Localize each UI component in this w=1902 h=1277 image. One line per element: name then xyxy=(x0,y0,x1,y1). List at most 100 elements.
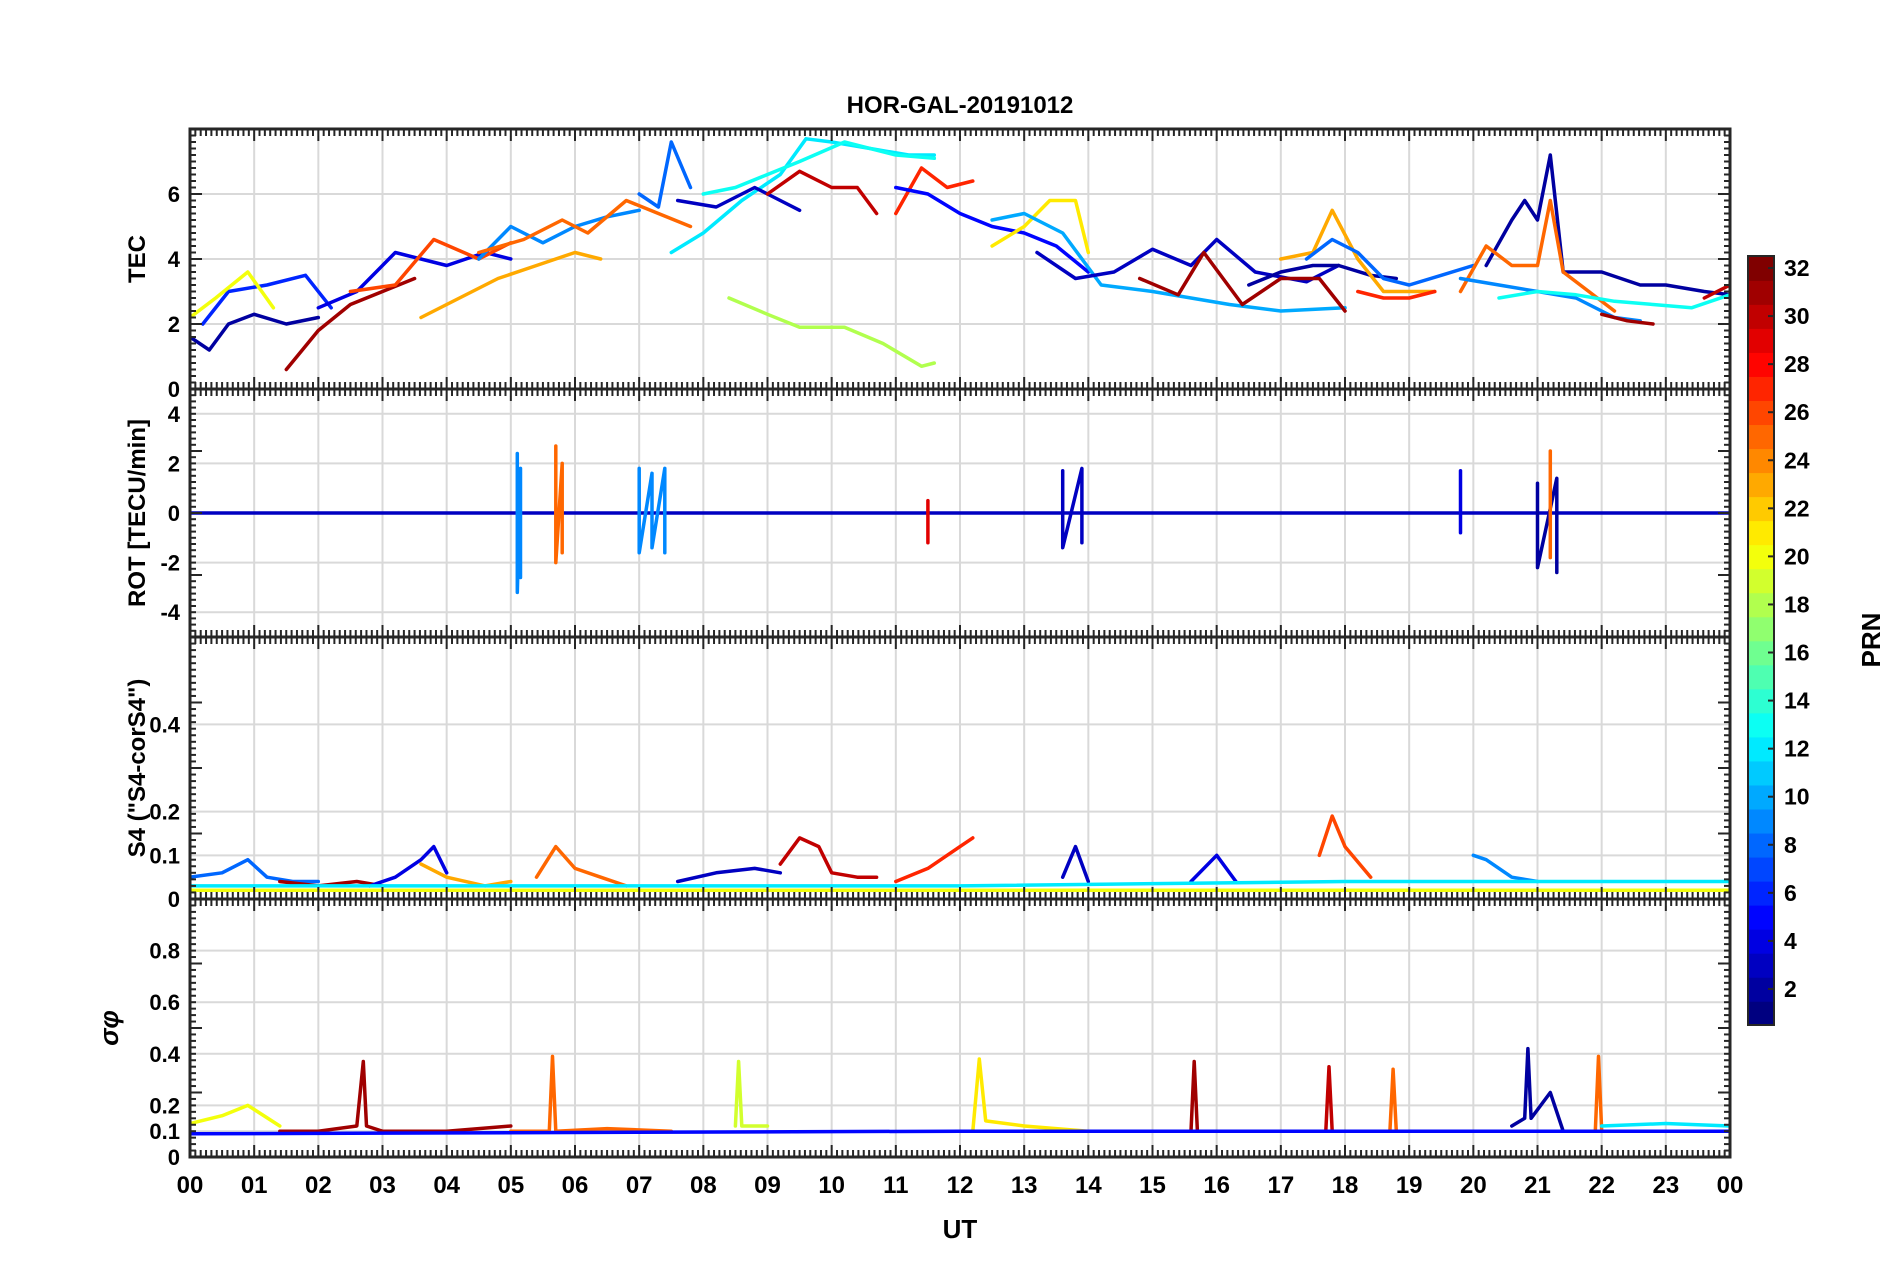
series-line-prn-9 xyxy=(515,451,523,595)
y-tick-label: 0.1 xyxy=(149,843,180,868)
series-line-prn-25 xyxy=(534,844,629,888)
colorbar-swatch xyxy=(1748,424,1774,450)
series-line-prn-2 xyxy=(1247,263,1399,287)
series-line-prn-23 xyxy=(419,250,603,320)
series-line-prn-31 xyxy=(278,1059,513,1133)
series-line-prn-18 xyxy=(727,296,937,369)
series-line-prn-27 xyxy=(1356,289,1437,300)
series-line-prn-2 xyxy=(1510,1046,1565,1133)
panel-rot: -4 -2 0 2 4 ROT [TECU/min] xyxy=(124,387,1732,639)
x-tick-label: 04 xyxy=(433,1172,460,1199)
x-tick-label: 19 xyxy=(1396,1172,1423,1199)
y-axis-label-tec: TEC xyxy=(124,235,151,283)
x-tick-label: 21 xyxy=(1524,1172,1551,1199)
panel-sigma-series xyxy=(190,1046,1730,1136)
panel-sigma-frame xyxy=(188,897,1732,1159)
colorbar-swatch xyxy=(1748,952,1774,978)
x-tick-label: 13 xyxy=(1011,1172,1038,1199)
colorbar-swatch xyxy=(1748,664,1774,690)
x-axis-label: UT xyxy=(943,1214,978,1244)
x-tick-label: 05 xyxy=(497,1172,524,1199)
x-tick-label: 23 xyxy=(1652,1172,1679,1199)
colorbar: 32 30 28 26 24 22 20 18 16 14 12 10 8 6 4 2 xyxy=(1747,255,1810,1026)
x-tick-label: 11 xyxy=(883,1172,908,1199)
series-line-prn-30 xyxy=(1702,283,1730,300)
x-tick-label: 01 xyxy=(241,1172,268,1199)
colorbar-tick-label: 2 xyxy=(1784,976,1797,1002)
colorbar-swatch xyxy=(1748,760,1774,786)
colorbar-swatch xyxy=(1748,520,1774,546)
colorbar-swatch xyxy=(1748,712,1774,738)
series-line-prn-20 xyxy=(190,270,276,320)
colorbar-swatch xyxy=(1748,616,1774,642)
y-tick-label: 0 xyxy=(168,887,180,912)
series-line-prn-30 xyxy=(765,169,879,216)
series-line-prn-5 xyxy=(190,1129,1730,1136)
colorbar-swatch xyxy=(1748,808,1774,834)
colorbar-tick-label: 24 xyxy=(1784,447,1810,473)
y-axis-label-sigma: σφ xyxy=(94,1010,124,1046)
x-tick-label: 15 xyxy=(1139,1172,1166,1199)
series-line-prn-6 xyxy=(201,273,333,326)
panel-rot-series xyxy=(190,444,1730,595)
colorbar-tick-label: 26 xyxy=(1784,399,1810,425)
colorbar-tick-label: 22 xyxy=(1784,495,1810,521)
colorbar-tick-label: 30 xyxy=(1784,303,1810,329)
series-line-prn-21 xyxy=(990,198,1091,255)
y-tick-label: -2 xyxy=(160,551,180,576)
series-line-prn-21 xyxy=(971,1057,1091,1133)
y-axis-label-rot: ROT [TECU/min] xyxy=(124,419,151,607)
series-line-prn-12 xyxy=(669,137,937,255)
x-tick-label: 03 xyxy=(369,1172,396,1199)
colorbar-swatch xyxy=(1748,856,1774,882)
x-tick-label: 02 xyxy=(305,1172,332,1199)
series-line-prn-3 xyxy=(675,866,783,884)
series-line-prn-12 xyxy=(1599,1121,1730,1128)
y-tick-label: 0.1 xyxy=(149,1119,180,1144)
y-tick-label: 0.2 xyxy=(149,1093,180,1118)
colorbar-tick-label: 10 xyxy=(1784,784,1810,810)
colorbar-tick-label: 4 xyxy=(1784,928,1797,954)
series-line-prn-9 xyxy=(477,208,641,261)
y-tick-label: 4 xyxy=(168,402,181,427)
y-tick-label: 0.8 xyxy=(149,939,180,964)
series-line-prn-27 xyxy=(894,836,975,884)
colorbar-tick-label: 8 xyxy=(1784,832,1797,858)
series-line-prn-8 xyxy=(190,857,321,884)
colorbar-tick-label: 32 xyxy=(1784,255,1810,281)
y-tick-label: 2 xyxy=(168,451,180,476)
y-tick-label: 2 xyxy=(168,312,180,337)
series-line-prn-19 xyxy=(733,1059,770,1128)
colorbar-tick-label: 28 xyxy=(1784,351,1810,377)
series-line-prn-13 xyxy=(1497,289,1730,310)
colorbar-label: PRN xyxy=(1856,613,1886,668)
colorbar-tick-label: 18 xyxy=(1784,591,1810,617)
series-line-prn-31 xyxy=(1599,312,1655,326)
y-tick-label: 0.4 xyxy=(149,712,180,737)
series-line-prn-26 xyxy=(348,237,513,294)
series-line-prn-5 xyxy=(894,185,1091,274)
series-line-prn-4 xyxy=(367,844,449,888)
colorbar-tick-label: 20 xyxy=(1784,543,1810,569)
x-tick-label: 12 xyxy=(947,1172,974,1199)
colorbar-swatch xyxy=(1748,904,1774,930)
chart-title: HOR-GAL-20191012 xyxy=(847,92,1074,119)
x-tick-label: 09 xyxy=(754,1172,781,1199)
series-line-prn-3 xyxy=(1060,466,1084,550)
series-line-prn-10 xyxy=(990,211,1347,313)
y-tick-label: 0 xyxy=(168,377,180,402)
series-line-prn-8 xyxy=(1304,237,1476,287)
colorbar-swatch xyxy=(1748,280,1774,305)
series-line-prn-2 xyxy=(1535,476,1559,575)
series-line-prn-9 xyxy=(1471,853,1540,884)
colorbar-tick-label: 12 xyxy=(1784,736,1810,762)
colorbar-swatch xyxy=(1748,472,1774,498)
panel-tec-series xyxy=(190,137,1730,372)
series-line-prn-12 xyxy=(190,879,1730,888)
series-line-prn-23 xyxy=(419,862,513,888)
series-line-prn-20 xyxy=(190,1103,282,1128)
x-tick-label: 20 xyxy=(1460,1172,1487,1199)
